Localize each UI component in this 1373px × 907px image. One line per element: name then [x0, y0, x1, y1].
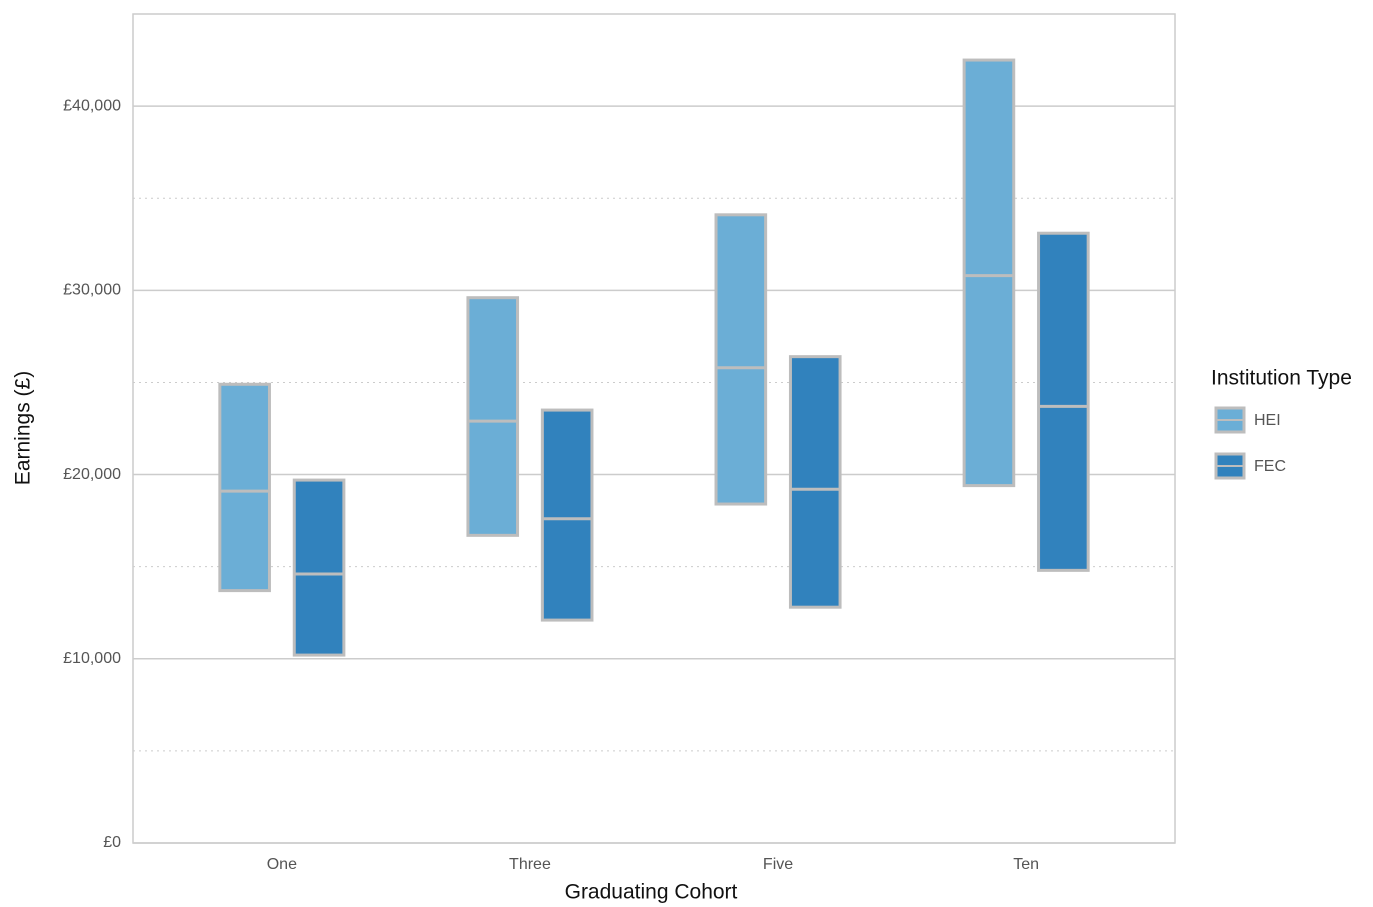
range-bar [962, 58, 1016, 488]
x-tick-label: Ten [1013, 856, 1039, 873]
x-axis-title: Graduating Cohort [565, 881, 738, 904]
y-tick-label: £10,000 [63, 650, 121, 667]
legend-title: Institution Type [1211, 367, 1352, 390]
range-bar [1037, 231, 1090, 572]
range-bar [714, 213, 768, 506]
x-tick-label: Three [509, 856, 551, 873]
x-tick-label: One [267, 856, 297, 873]
legend-label: FEC [1254, 458, 1286, 475]
panel-border [132, 13, 1176, 844]
y-tick-label: £40,000 [63, 97, 121, 114]
range-bar [218, 382, 271, 593]
range-bar [466, 296, 520, 537]
x-tick-label: Five [763, 856, 793, 873]
y-tick-label: £0 [103, 834, 121, 851]
y-tick-label: £20,000 [63, 466, 121, 483]
range-bar [292, 478, 346, 657]
y-axis-title: Earnings (£) [12, 371, 35, 485]
y-tick-label: £30,000 [63, 282, 121, 299]
range-bar [540, 408, 594, 622]
range-bar [788, 355, 842, 609]
legend-label: HEI [1254, 412, 1281, 429]
